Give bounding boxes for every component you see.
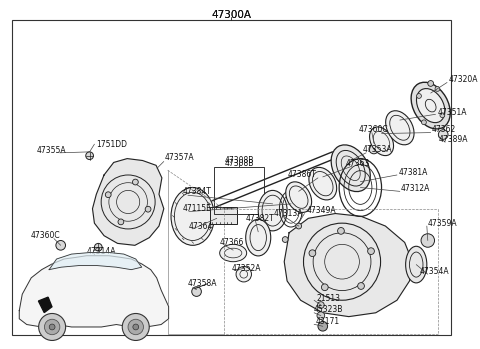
Text: 47351A: 47351A: [437, 108, 467, 117]
Circle shape: [95, 243, 102, 251]
Circle shape: [317, 302, 324, 309]
Text: 47354A: 47354A: [420, 267, 450, 276]
Text: 47300A: 47300A: [211, 10, 251, 20]
Circle shape: [133, 324, 139, 330]
Circle shape: [86, 152, 94, 159]
Ellipse shape: [385, 111, 414, 145]
Circle shape: [368, 248, 374, 254]
Ellipse shape: [406, 246, 427, 283]
Text: 47363: 47363: [346, 159, 370, 168]
Text: 47386T: 47386T: [287, 170, 316, 179]
Circle shape: [118, 219, 124, 225]
Ellipse shape: [286, 182, 312, 213]
Text: 21513: 21513: [316, 294, 340, 303]
Text: 47357A: 47357A: [165, 153, 194, 162]
Text: 47364: 47364: [189, 222, 213, 231]
Circle shape: [337, 228, 344, 234]
Circle shape: [309, 250, 316, 257]
Circle shape: [192, 287, 202, 296]
Text: 45323B: 45323B: [314, 305, 344, 314]
Text: 43171: 43171: [316, 317, 340, 326]
Circle shape: [145, 206, 151, 212]
Circle shape: [296, 223, 301, 229]
Polygon shape: [19, 256, 168, 327]
Circle shape: [358, 283, 364, 289]
Polygon shape: [284, 214, 412, 317]
Text: 47360C: 47360C: [359, 125, 388, 134]
Circle shape: [421, 234, 434, 247]
Text: 47352A: 47352A: [231, 264, 261, 273]
Text: 47359A: 47359A: [428, 219, 457, 228]
Circle shape: [369, 144, 379, 154]
Circle shape: [132, 179, 138, 185]
Circle shape: [236, 267, 252, 282]
Circle shape: [428, 81, 433, 86]
Circle shape: [45, 319, 60, 335]
Circle shape: [438, 130, 448, 139]
Text: 47358A: 47358A: [188, 279, 217, 288]
Ellipse shape: [258, 191, 287, 231]
Circle shape: [282, 237, 288, 243]
Ellipse shape: [331, 145, 370, 192]
Text: 47115E: 47115E: [183, 204, 212, 213]
Text: 47308B: 47308B: [224, 159, 253, 168]
Polygon shape: [93, 158, 164, 245]
Text: 47366: 47366: [220, 238, 244, 247]
Circle shape: [440, 113, 445, 118]
Text: 47312A: 47312A: [401, 184, 430, 193]
Text: 1751DD: 1751DD: [96, 140, 127, 149]
Ellipse shape: [309, 168, 336, 200]
Text: 47300A: 47300A: [211, 10, 251, 20]
Ellipse shape: [370, 127, 394, 156]
Text: 47360C: 47360C: [31, 231, 60, 240]
Circle shape: [122, 313, 149, 341]
Ellipse shape: [411, 82, 450, 129]
Ellipse shape: [171, 187, 215, 245]
Circle shape: [318, 321, 327, 331]
Circle shape: [417, 94, 421, 98]
Text: 47355A: 47355A: [36, 146, 66, 155]
Text: 47384T: 47384T: [183, 187, 212, 196]
Circle shape: [128, 319, 144, 335]
Text: 47308B: 47308B: [224, 156, 253, 165]
Text: 47320A: 47320A: [449, 75, 479, 84]
Ellipse shape: [417, 89, 445, 122]
Text: 47382T: 47382T: [246, 214, 275, 223]
Text: 47349A: 47349A: [306, 206, 336, 215]
Bar: [214, 167, 264, 214]
Circle shape: [421, 120, 426, 125]
Text: 47389A: 47389A: [438, 135, 468, 144]
Circle shape: [38, 313, 66, 341]
Text: 47353A: 47353A: [362, 146, 392, 154]
Text: 47362: 47362: [432, 125, 456, 134]
Circle shape: [105, 192, 111, 198]
Circle shape: [317, 312, 324, 319]
Text: 47381A: 47381A: [399, 168, 428, 177]
Bar: [210, 207, 237, 224]
Ellipse shape: [220, 244, 247, 262]
Text: 47313A: 47313A: [274, 209, 303, 218]
Text: 47314A: 47314A: [87, 247, 116, 255]
Polygon shape: [38, 297, 52, 313]
Circle shape: [49, 324, 55, 330]
Ellipse shape: [246, 219, 271, 256]
Circle shape: [322, 284, 328, 291]
Polygon shape: [49, 252, 142, 270]
Circle shape: [56, 240, 65, 250]
Circle shape: [435, 87, 440, 91]
